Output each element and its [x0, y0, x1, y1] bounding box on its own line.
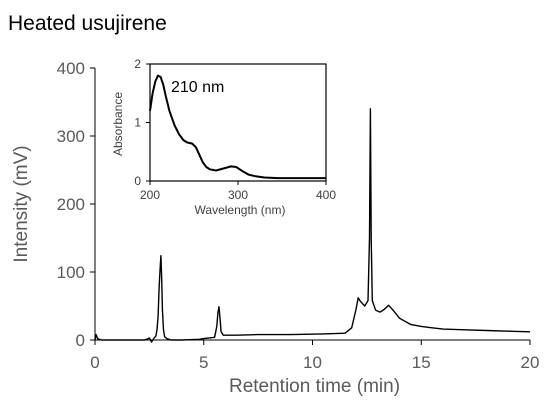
inset-spectrum-plot: 0 1 2 200 300 400 210 nm Wavelength (nm) Abs…: [111, 57, 336, 217]
x-tick-label: 15: [412, 353, 431, 372]
inset-x-tick-label: 200: [140, 188, 160, 202]
y-tick-label: 400: [57, 59, 85, 78]
inset-y-axis-label: Absorbance: [111, 92, 125, 156]
x-tick-label: 5: [199, 353, 208, 372]
main-y-ticks: 0 100 200 300 400: [57, 59, 95, 350]
inset-y-tick-label: 2: [134, 57, 141, 71]
inset-x-tick-label: 300: [228, 188, 248, 202]
y-tick-label: 200: [57, 195, 85, 214]
inset-frame: [149, 63, 327, 182]
y-axis-label: Intensity (mV): [11, 145, 32, 262]
y-tick-label: 100: [57, 263, 85, 282]
inset-x-tick-label: 400: [316, 188, 336, 202]
inset-x-axis-label: Wavelength (nm): [195, 203, 286, 217]
main-x-ticks: 0 5 10 15 20: [90, 340, 539, 372]
inset-y-tick-label: 1: [134, 116, 141, 130]
x-tick-label: 0: [90, 353, 99, 372]
wavelength-annotation: 210 nm: [171, 79, 224, 96]
y-tick-label: 0: [76, 331, 85, 350]
chart-title: Heated usujirene: [8, 12, 167, 35]
y-tick-label: 300: [57, 127, 85, 146]
inset-x-ticks: 200 300 400: [140, 181, 336, 202]
inset-y-ticks: 0 1 2: [134, 57, 150, 188]
x-tick-label: 20: [521, 353, 540, 372]
x-tick-label: 10: [303, 353, 322, 372]
inset-y-tick-label: 0: [134, 174, 141, 188]
chromatogram-line: [94, 108, 531, 343]
absorbance-spectrum-line: [149, 74, 326, 180]
x-axis-label: Retention time (min): [229, 376, 400, 397]
